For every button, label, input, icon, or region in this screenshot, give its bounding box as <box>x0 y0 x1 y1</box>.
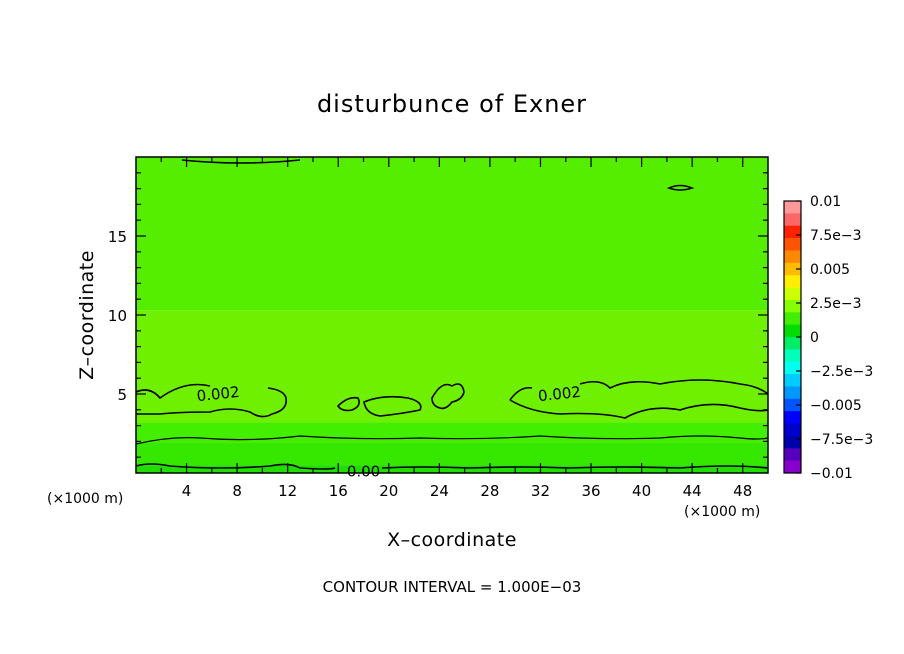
x-axis-label: X–coordinate <box>387 529 517 551</box>
x-tick-label-0: 4 <box>182 482 192 500</box>
x-unit-right: (×1000 m) <box>684 504 760 520</box>
x-tick-label-4: 20 <box>379 482 398 500</box>
chart-title: disturbunce of Exner <box>317 90 587 118</box>
x-tick-label-1: 8 <box>232 482 242 500</box>
contour-bands <box>136 157 768 473</box>
colorbar-label-5: −2.5e−3 <box>810 364 873 380</box>
contour-label-1: 0.002 <box>537 383 582 405</box>
y-axis-ticks: 5 10 15 <box>108 172 768 458</box>
colorbar-swatch-17 <box>784 411 801 425</box>
contour-band-0 <box>136 465 768 473</box>
x-tick-label-7: 32 <box>531 482 550 500</box>
x-unit-left: (×1000 m) <box>47 491 123 507</box>
colorbar-label-7: −7.5e−3 <box>810 432 873 448</box>
contour-line-small-ellipse <box>666 184 695 191</box>
colorbar: 0.01 7.5e−3 0.005 2.5e−3 0 −2.5e−3 −0.005 −7.5e… <box>783 194 873 482</box>
colorbar-swatch-5 <box>784 262 801 276</box>
contour-line-002-left <box>135 383 288 418</box>
y-axis-label: Z–coordinate <box>76 250 98 380</box>
y-tick-label-1: 10 <box>108 307 127 325</box>
x-tick-label-2: 12 <box>278 482 297 500</box>
colorbar-swatch-12 <box>784 349 801 363</box>
x-tick-label-10: 44 <box>683 482 702 500</box>
colorbar-label-8: −0.01 <box>810 466 853 482</box>
contour-line-002-island-a <box>336 396 360 412</box>
colorbar-swatch-14 <box>784 374 801 387</box>
y-tick-label-0: 5 <box>117 386 127 404</box>
contour-label-0: 0.002 <box>196 383 241 405</box>
x-axis-ticks: 4 8 12 16 20 24 28 32 36 40 44 48 <box>160 157 752 500</box>
colorbar-label-4: 0 <box>810 330 819 346</box>
x-tick-label-3: 16 <box>329 482 348 500</box>
colorbar-swatch-1 <box>784 213 801 227</box>
colorbar-swatch-7 <box>784 287 801 301</box>
colorbar-swatch-16 <box>784 398 801 412</box>
colorbar-swatch-6 <box>784 275 801 289</box>
colorbar-swatch-21 <box>784 460 801 474</box>
colorbar-swatch-11 <box>784 337 801 350</box>
colorbar-label-2: 0.005 <box>810 262 850 278</box>
x-tick-label-8: 36 <box>581 482 600 500</box>
colorbar-label-6: −0.005 <box>810 398 862 414</box>
colorbar-swatch-4 <box>784 250 801 264</box>
colorbar-swatch-13 <box>784 361 801 375</box>
colorbar-swatch-10 <box>784 324 801 338</box>
contour-band-4 <box>136 157 768 311</box>
colorbar-swatch-9 <box>784 312 801 326</box>
contour-line-lower <box>135 435 769 445</box>
colorbar-label-0: 0.01 <box>810 194 841 210</box>
colorbar-label-1: 7.5e−3 <box>810 228 862 244</box>
x-tick-label-11: 48 <box>733 482 752 500</box>
y-tick-label-2: 15 <box>108 228 127 246</box>
colorbar-swatch-2 <box>784 225 801 239</box>
contour-band-3 <box>136 310 768 423</box>
colorbar-swatch-20 <box>784 448 801 462</box>
contour-interval-text: CONTOUR INTERVAL = 1.000E−03 <box>323 578 582 596</box>
colorbar-swatch-0 <box>784 201 801 214</box>
colorbar-swatch-18 <box>784 423 801 437</box>
contour-line-002-right <box>509 379 769 419</box>
colorbar-swatch-19 <box>784 435 801 449</box>
x-tick-label-6: 28 <box>480 482 499 500</box>
colorbar-swatch-3 <box>784 238 801 251</box>
x-tick-label-9: 40 <box>632 482 651 500</box>
colorbar-label-3: 2.5e−3 <box>810 296 862 312</box>
contour-line-002-island-b <box>363 395 422 417</box>
contour-band-1 <box>136 442 768 466</box>
contour-line-002-island-c <box>431 383 465 410</box>
x-tick-label-5: 24 <box>430 482 449 500</box>
colorbar-swatch-15 <box>784 386 801 400</box>
colorbar-swatch-8 <box>784 299 801 313</box>
contour-band-2 <box>136 422 768 443</box>
